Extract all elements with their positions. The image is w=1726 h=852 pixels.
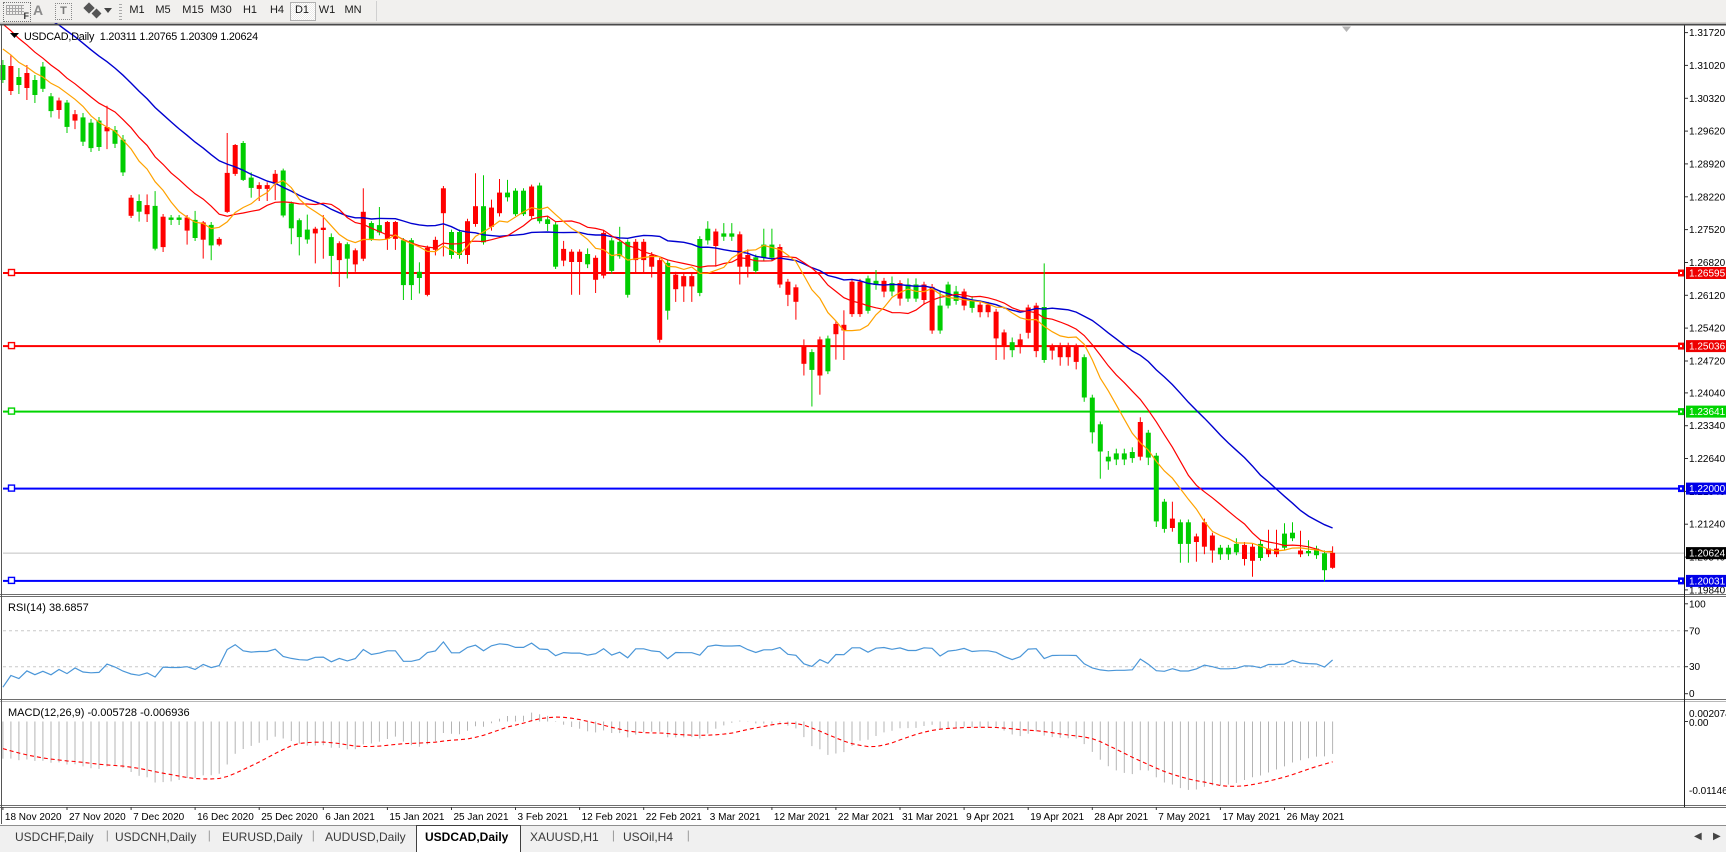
- svg-text:0.00: 0.00: [1689, 718, 1709, 729]
- svg-text:1.20624: 1.20624: [1689, 549, 1726, 560]
- svg-text:31 Mar 2021: 31 Mar 2021: [902, 812, 959, 823]
- svg-text:12 Mar 2021: 12 Mar 2021: [774, 812, 831, 823]
- svg-text:6 Jan 2021: 6 Jan 2021: [325, 812, 375, 823]
- svg-text:3 Mar 2021: 3 Mar 2021: [710, 812, 761, 823]
- svg-text:1.31720: 1.31720: [1689, 28, 1726, 39]
- svg-text:0.002074: 0.002074: [1689, 709, 1726, 720]
- svg-text:3 Feb 2021: 3 Feb 2021: [518, 812, 569, 823]
- svg-text:1.23641: 1.23641: [1689, 407, 1726, 418]
- svg-text:70: 70: [1689, 626, 1701, 637]
- svg-text:27 Nov 2020: 27 Nov 2020: [69, 812, 126, 823]
- svg-text:1.27520: 1.27520: [1689, 225, 1726, 236]
- svg-text:22 Mar 2021: 22 Mar 2021: [838, 812, 895, 823]
- svg-text:100: 100: [1689, 599, 1706, 610]
- svg-text:1.26820: 1.26820: [1689, 258, 1726, 269]
- svg-text:1.31020: 1.31020: [1689, 61, 1726, 72]
- svg-text:1.26595: 1.26595: [1689, 269, 1726, 280]
- svg-text:25 Dec 2020: 25 Dec 2020: [261, 812, 318, 823]
- svg-text:1.26120: 1.26120: [1689, 291, 1726, 302]
- svg-text:1.24040: 1.24040: [1689, 388, 1726, 399]
- svg-text:7 May 2021: 7 May 2021: [1158, 812, 1211, 823]
- svg-text:1.24720: 1.24720: [1689, 357, 1726, 368]
- svg-text:1.23340: 1.23340: [1689, 421, 1726, 432]
- svg-text:26 May 2021: 26 May 2021: [1287, 812, 1345, 823]
- svg-text:1.22640: 1.22640: [1689, 454, 1726, 465]
- svg-text:9 Apr 2021: 9 Apr 2021: [966, 812, 1015, 823]
- svg-text:-0.011462: -0.011462: [1689, 786, 1726, 797]
- svg-text:1.25036: 1.25036: [1689, 342, 1726, 353]
- svg-text:15 Jan 2021: 15 Jan 2021: [389, 812, 444, 823]
- svg-text:1.19840: 1.19840: [1689, 585, 1726, 596]
- svg-text:25 Jan 2021: 25 Jan 2021: [454, 812, 509, 823]
- svg-text:22 Feb 2021: 22 Feb 2021: [646, 812, 703, 823]
- svg-text:1.29620: 1.29620: [1689, 127, 1726, 138]
- svg-text:1.28920: 1.28920: [1689, 159, 1726, 170]
- svg-text:19 Apr 2021: 19 Apr 2021: [1030, 812, 1084, 823]
- svg-text:1.28220: 1.28220: [1689, 192, 1726, 203]
- svg-text:1.20031: 1.20031: [1689, 576, 1726, 587]
- svg-text:28 Apr 2021: 28 Apr 2021: [1094, 812, 1148, 823]
- svg-text:30: 30: [1689, 662, 1701, 673]
- svg-text:MACD(12,26,9) -0.005728 -0.006: MACD(12,26,9) -0.005728 -0.006936: [8, 707, 190, 719]
- svg-text:18 Nov 2020: 18 Nov 2020: [5, 812, 62, 823]
- svg-text:1.25420: 1.25420: [1689, 324, 1726, 335]
- svg-text:7 Dec 2020: 7 Dec 2020: [133, 812, 185, 823]
- svg-text:16 Dec 2020: 16 Dec 2020: [197, 812, 254, 823]
- svg-text:1.30320: 1.30320: [1689, 94, 1726, 105]
- svg-text:1.22000: 1.22000: [1689, 484, 1726, 495]
- svg-text:17 May 2021: 17 May 2021: [1222, 812, 1280, 823]
- svg-text:RSI(14) 38.6857: RSI(14) 38.6857: [8, 602, 89, 614]
- svg-text:12 Feb 2021: 12 Feb 2021: [582, 812, 639, 823]
- svg-text:USDCAD,Daily 1.20311 1.20765: USDCAD,Daily 1.20311 1.20765 1.20309 1.2…: [24, 31, 258, 43]
- svg-text:0: 0: [1689, 689, 1695, 700]
- svg-text:1.21240: 1.21240: [1689, 520, 1726, 531]
